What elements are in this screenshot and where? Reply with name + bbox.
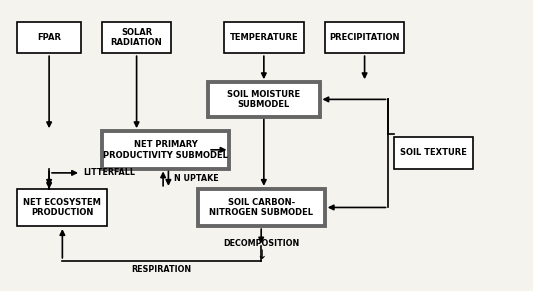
Text: N UPTAKE: N UPTAKE — [174, 174, 219, 183]
FancyBboxPatch shape — [208, 82, 319, 117]
Text: TEMPERATURE: TEMPERATURE — [230, 33, 298, 42]
FancyBboxPatch shape — [224, 22, 304, 53]
FancyBboxPatch shape — [17, 22, 81, 53]
Text: SOLAR
RADIATION: SOLAR RADIATION — [111, 28, 163, 47]
Text: RESPIRATION: RESPIRATION — [132, 265, 192, 274]
Text: FPAR: FPAR — [37, 33, 61, 42]
Text: NET ECOSYSTEM
PRODUCTION: NET ECOSYSTEM PRODUCTION — [23, 198, 101, 217]
FancyBboxPatch shape — [102, 22, 171, 53]
FancyBboxPatch shape — [102, 131, 229, 168]
Text: SOIL CARBON-
NITROGEN SUBMODEL: SOIL CARBON- NITROGEN SUBMODEL — [209, 198, 313, 217]
Text: PRECIPITATION: PRECIPITATION — [329, 33, 400, 42]
Text: SOIL TEXTURE: SOIL TEXTURE — [400, 148, 467, 157]
FancyBboxPatch shape — [17, 189, 108, 226]
FancyBboxPatch shape — [325, 22, 405, 53]
FancyBboxPatch shape — [394, 137, 473, 168]
FancyBboxPatch shape — [198, 189, 325, 226]
Text: SOIL MOISTURE
SUBMODEL: SOIL MOISTURE SUBMODEL — [227, 90, 301, 109]
Text: ↓: ↓ — [256, 249, 266, 262]
Text: DECOMPOSITION: DECOMPOSITION — [223, 239, 300, 248]
Text: LITTERFALL: LITTERFALL — [84, 168, 135, 178]
Text: NET PRIMARY
PRODUCTIVITY SUBMODEL: NET PRIMARY PRODUCTIVITY SUBMODEL — [103, 140, 228, 159]
